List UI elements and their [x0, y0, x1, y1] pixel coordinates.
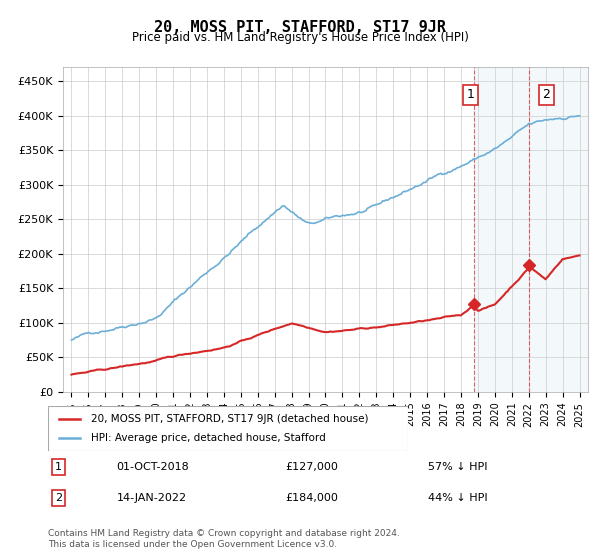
Text: 44% ↓ HPI: 44% ↓ HPI [428, 493, 488, 503]
Text: 2: 2 [542, 88, 550, 101]
Text: 01-OCT-2018: 01-OCT-2018 [116, 462, 190, 472]
Text: 20, MOSS PIT, STAFFORD, ST17 9JR (detached house): 20, MOSS PIT, STAFFORD, ST17 9JR (detach… [91, 413, 368, 423]
Text: 14-JAN-2022: 14-JAN-2022 [116, 493, 187, 503]
FancyBboxPatch shape [48, 406, 408, 451]
Text: HPI: Average price, detached house, Stafford: HPI: Average price, detached house, Staf… [91, 433, 326, 444]
Text: £127,000: £127,000 [286, 462, 338, 472]
Text: 1: 1 [55, 462, 62, 472]
Text: 2: 2 [55, 493, 62, 503]
Text: Contains HM Land Registry data © Crown copyright and database right 2024.
This d: Contains HM Land Registry data © Crown c… [48, 529, 400, 549]
Text: 1: 1 [466, 88, 474, 101]
Text: Price paid vs. HM Land Registry's House Price Index (HPI): Price paid vs. HM Land Registry's House … [131, 31, 469, 44]
Bar [473, 67, 588, 392]
Text: 57% ↓ HPI: 57% ↓ HPI [428, 462, 488, 472]
Text: 20, MOSS PIT, STAFFORD, ST17 9JR: 20, MOSS PIT, STAFFORD, ST17 9JR [154, 20, 446, 35]
Text: £184,000: £184,000 [286, 493, 338, 503]
